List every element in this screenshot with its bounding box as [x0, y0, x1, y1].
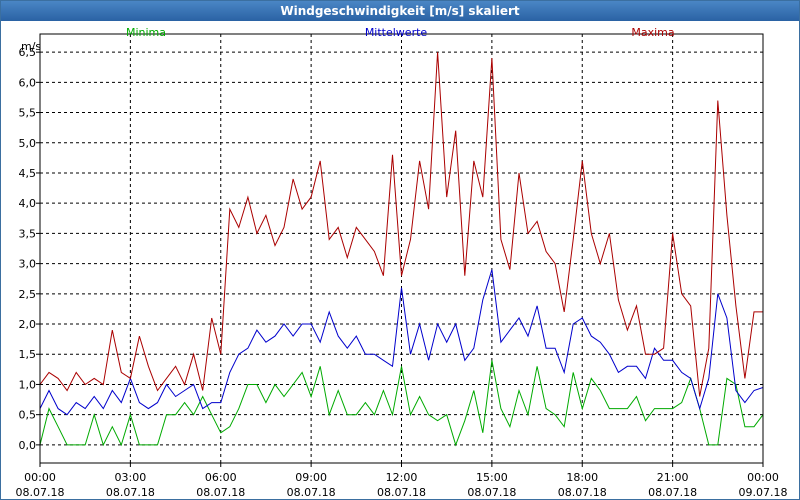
- series-line-maxima: [39, 52, 763, 397]
- series-line-mittelwerte: [39, 269, 764, 416]
- y-tick-label: 6,0: [19, 76, 37, 89]
- y-tick-label: 1,0: [19, 378, 37, 391]
- legend-label-maxima: Maxima: [631, 26, 674, 39]
- x-tick-date: 08.07.18: [377, 486, 426, 499]
- x-tick-time: 21:00: [657, 471, 689, 484]
- x-tick-date: 08.07.18: [106, 486, 155, 499]
- chart-title: Windgeschwindigkeit [m/s] skaliert: [1, 1, 799, 21]
- legend-label-minima: Minima: [126, 26, 166, 39]
- y-tick-label: 0,0: [19, 439, 37, 452]
- y-tick-label: 3,5: [19, 227, 37, 240]
- y-axis-label: m/s: [21, 40, 41, 53]
- x-tick-date: 08.07.18: [16, 486, 65, 499]
- series-layer: [39, 52, 764, 447]
- x-tick-time: 00:00: [24, 471, 56, 484]
- y-tick-label: 2,0: [19, 318, 37, 331]
- y-tick-label: 6,5: [19, 46, 37, 59]
- y-tick-label: 2,5: [19, 288, 37, 301]
- x-tick-date: 08.07.18: [467, 486, 516, 499]
- x-axis: 00:00 08.07.18 03:00 08.07.18 06:00 08.07.18 0…: [16, 463, 788, 499]
- chart-canvas: 0,0 0,5 1,0 1,5 2,0 2,5 3,0 3,5 4,0 4,5 5,0 5,5 6,0 6…: [16, 26, 788, 499]
- x-tick-time: 15:00: [476, 471, 508, 484]
- y-tick-label: 5,5: [19, 107, 37, 120]
- y-tick-label: 3,0: [19, 258, 37, 271]
- x-tick-time: 03:00: [115, 471, 147, 484]
- x-tick-date: 09.07.18: [739, 486, 788, 499]
- x-tick-date: 08.07.18: [196, 486, 245, 499]
- x-tick-date: 08.07.18: [558, 486, 607, 499]
- legend: Minima Mittelwerte Maxima: [126, 26, 675, 39]
- x-tick-time: 18:00: [566, 471, 598, 484]
- legend-label-mittelwerte: Mittelwerte: [365, 26, 428, 39]
- x-tick-time: 12:00: [386, 471, 418, 484]
- series-line-minima: [39, 360, 764, 447]
- x-tick-date: 08.07.18: [287, 486, 336, 499]
- x-tick-date: 08.07.18: [648, 486, 697, 499]
- y-tick-label: 4,5: [19, 167, 37, 180]
- y-tick-label: 4,0: [19, 197, 37, 210]
- x-tick-time: 06:00: [205, 471, 237, 484]
- plot-frame: [39, 33, 764, 464]
- y-tick-label: 5,0: [19, 137, 37, 150]
- x-tick-time: 09:00: [295, 471, 327, 484]
- grid: [40, 34, 763, 463]
- x-tick-time: 00:00: [747, 471, 779, 484]
- y-axis: 0,0 0,5 1,0 1,5 2,0 2,5 3,0 3,5 4,0 4,5 5,0 5,5 6,0 6…: [19, 46, 40, 452]
- y-tick-label: 0,5: [19, 409, 37, 422]
- y-tick-label: 1,5: [19, 348, 37, 361]
